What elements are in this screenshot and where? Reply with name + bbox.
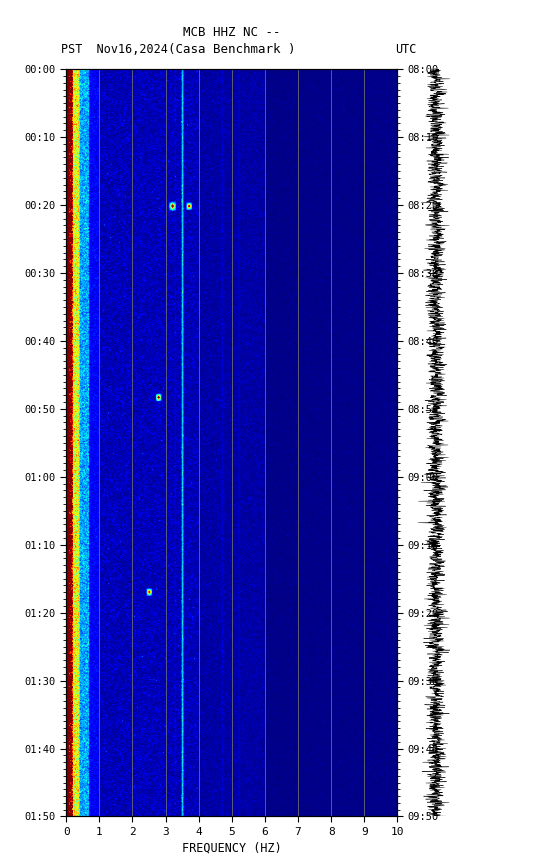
X-axis label: FREQUENCY (HZ): FREQUENCY (HZ) <box>182 841 282 854</box>
Text: MCB HHZ NC --: MCB HHZ NC -- <box>183 26 280 39</box>
Text: UTC: UTC <box>395 43 416 56</box>
Text: (Casa Benchmark ): (Casa Benchmark ) <box>168 43 295 56</box>
Text: PST  Nov16,2024: PST Nov16,2024 <box>61 43 168 56</box>
